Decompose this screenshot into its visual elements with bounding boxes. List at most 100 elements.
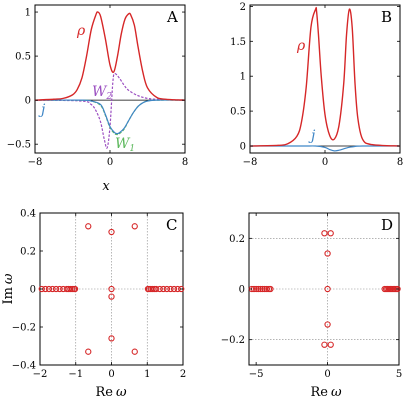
panel-d-eigenvalue-point [321, 230, 328, 237]
panel-c-xtick-label: −2 [33, 369, 48, 380]
panel-a-rho-annotation: ρ [76, 23, 86, 39]
panel-c-xtick-label: −1 [68, 369, 83, 380]
panel-c-xlabel: Re ω [95, 385, 126, 400]
panel-a-xtick-label: −8 [28, 157, 43, 168]
panel-a: −8 0 8 −0.5 0 0.5 1 A x ρ j W2 W1 [7, 4, 188, 194]
panel-d-xtick-label: 5 [396, 369, 402, 380]
panel-a-series-rho [34, 11, 186, 101]
panel-d-eigenvalue-point [257, 285, 264, 293]
panel-c-ytick-label: −0.2 [12, 323, 36, 334]
panel-d-eigenvalue-point [255, 285, 262, 293]
panel-a-curves [34, 11, 186, 149]
panel-d-eigenvalue-point [267, 285, 274, 293]
panel-a-xlabel: x [102, 179, 110, 194]
panel-c-eigenvalue-point [108, 285, 115, 293]
panel-c-ytick-label: 0 [30, 285, 36, 296]
panel-a-xtick-label: 0 [107, 157, 113, 168]
panel-c-ytick-label: −0.4 [12, 361, 36, 372]
panel-d-label: D [381, 216, 393, 234]
panel-b-ytick-label: 1.5 [230, 37, 246, 48]
panel-a-label: A [166, 8, 178, 26]
panel-d-points [248, 230, 401, 348]
panel-d-xtick-label: 0 [324, 369, 330, 380]
panel-c-eigenvalue-point [178, 285, 185, 293]
panel-c-eigenvalue-point [163, 285, 171, 293]
panel-d-grid [249, 213, 399, 365]
panel-d-eigenvalue-point [324, 321, 331, 328]
panel-d-ticks: −5 0 5 −0.2 0 0.2 [221, 213, 402, 380]
panel-c-eigenvalue-point [170, 285, 178, 293]
panel-c-label: C [166, 216, 177, 234]
panel-c-eigenvalue-point [85, 348, 92, 355]
panel-d-eigenvalue-point [327, 341, 334, 348]
panel-c-ytick-label: 0.4 [20, 209, 36, 220]
panel-d-eigenvalue-point [263, 285, 271, 293]
panel-b-frame [249, 4, 401, 154]
panel-d-ytick-label: −0.2 [221, 335, 245, 346]
panel-a-w1-annotation: W1 [115, 136, 135, 154]
panel-c-xtick-label: 0 [108, 369, 114, 380]
panel-b-ytick-label: 1 [240, 72, 246, 83]
panel-c-eigenvalue-point [56, 285, 63, 293]
panel-d-eigenvalue-point [327, 230, 334, 237]
panel-b-xtick-label: −8 [243, 157, 258, 168]
panel-b-rho-annotation: ρ [296, 38, 306, 54]
panel-c-ticks: −2 −1 0 1 2 −0.4 −0.2 0 0.2 0.4 [12, 209, 186, 381]
panel-a-series-w2 [34, 73, 186, 149]
panel-c-eigenvalue-point [131, 348, 138, 355]
panel-a-series-w1 [34, 99, 186, 136]
panel-b-series-rho [249, 6, 401, 147]
panel-c-ylabel: Imω [1, 273, 16, 304]
panel-a-xtick-label: 8 [182, 157, 188, 168]
panel-d-eigenvalue-point [252, 285, 260, 293]
panel-a-ytick-label: 1 [25, 8, 31, 19]
panel-c-eigenvalue-point [38, 285, 45, 293]
panel-c-eigenvalue-point [108, 228, 115, 236]
panel-c-grid [40, 213, 183, 365]
panel-b-ticks: −8 0 8 0 0.5 1 1.5 2 [230, 2, 403, 168]
panel-c-eigenvalue-point [167, 285, 174, 293]
panel-b: −8 0 8 0 0.5 1 1.5 2 B ρ j [230, 2, 403, 168]
panel-c-eigenvalue-point [67, 285, 74, 293]
panel-c-eigenvalue-point [160, 285, 167, 293]
panel-c-eigenvalue-point [108, 335, 115, 342]
panel-b-curves [249, 6, 401, 152]
panel-d-ytick-label: 0 [239, 285, 245, 296]
panel-a-ytick-label: −0.5 [7, 140, 31, 151]
panel-c: −2 −1 0 1 2 −0.4 −0.2 0 0.2 0.4 C Re ω Imω [1, 209, 186, 401]
panel-c-eigenvalue-point [153, 285, 160, 293]
panel-a-w2-annotation: W2 [92, 84, 112, 102]
panel-a-j-annotation: j [38, 102, 46, 118]
panel-d-xtick-label: −5 [249, 369, 264, 380]
panel-c-eigenvalue-point [52, 285, 60, 293]
panel-c-xtick-label: 1 [144, 369, 150, 380]
panel-c-eigenvalue-point [69, 285, 76, 293]
panel-b-ytick-label: 0 [240, 142, 246, 153]
panel-c-eigenvalue-point [156, 285, 163, 293]
panel-d-eigenvalue-point [394, 285, 401, 293]
panel-b-ytick-label: 2 [240, 2, 246, 13]
panel-c-eigenvalue-point [49, 285, 56, 293]
panel-b-j-annotation: j [308, 128, 316, 144]
panel-b-xtick-label: 0 [322, 157, 328, 168]
panel-d-eigenvalue-point [324, 250, 331, 257]
panel-b-xtick-label: 8 [397, 157, 403, 168]
panel-c-eigenvalue-point [85, 223, 92, 230]
panel-a-ytick-label: 0 [25, 96, 31, 107]
panel-d-eigenvalue-point [321, 341, 328, 348]
panel-c-xtick-label: 2 [180, 369, 186, 380]
panel-b-ytick-label: 0.5 [230, 107, 246, 118]
panel-c-eigenvalue-point [45, 285, 53, 293]
panel-d: −5 0 5 −0.2 0 0.2 D Re ω [221, 212, 402, 400]
panel-d-ytick-label: 0.2 [229, 234, 245, 245]
panel-c-eigenvalue-point [108, 293, 115, 300]
panel-a-ticks: −8 0 8 −0.5 0 0.5 1 [7, 5, 188, 168]
panel-c-eigenvalue-point [131, 223, 138, 230]
panel-d-eigenvalue-point [259, 285, 266, 293]
panel-b-label: B [381, 8, 392, 26]
panel-c-eigenvalue-point [149, 285, 156, 293]
panel-c-ytick-label: 0.2 [20, 247, 36, 258]
panel-d-xlabel: Re ω [310, 385, 341, 400]
panel-b-series-j [249, 145, 401, 152]
